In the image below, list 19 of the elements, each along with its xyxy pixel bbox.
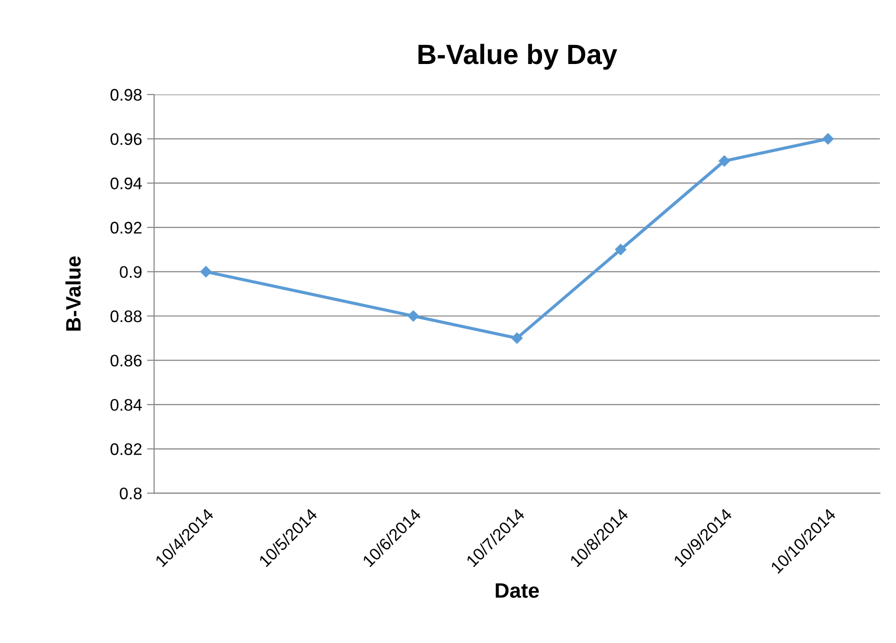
y-tick-label: 0.92: [110, 222, 142, 234]
point: [615, 244, 626, 256]
y-tick-label: 0.96: [110, 133, 142, 146]
y-tick-label: 0.94: [110, 178, 142, 190]
point: [511, 332, 523, 344]
point: [200, 266, 212, 278]
y-tick-label: 0.82: [110, 443, 142, 456]
point: [408, 310, 419, 322]
y-axis-title: B-Value: [65, 256, 81, 331]
x-axis-title: Date: [496, 583, 539, 598]
y-tick-label: 0.88: [110, 310, 142, 322]
y-tick-label: 0.8: [120, 488, 142, 500]
point: [822, 133, 834, 144]
y-tick-label: 0.9: [120, 266, 142, 278]
chart-title: B-Value by Day: [418, 44, 618, 70]
point: [718, 155, 730, 167]
y-tick-label: 0.86: [110, 354, 142, 366]
y-tick-label: 0.84: [110, 398, 142, 411]
y-tick-label: 0.98: [110, 88, 142, 101]
